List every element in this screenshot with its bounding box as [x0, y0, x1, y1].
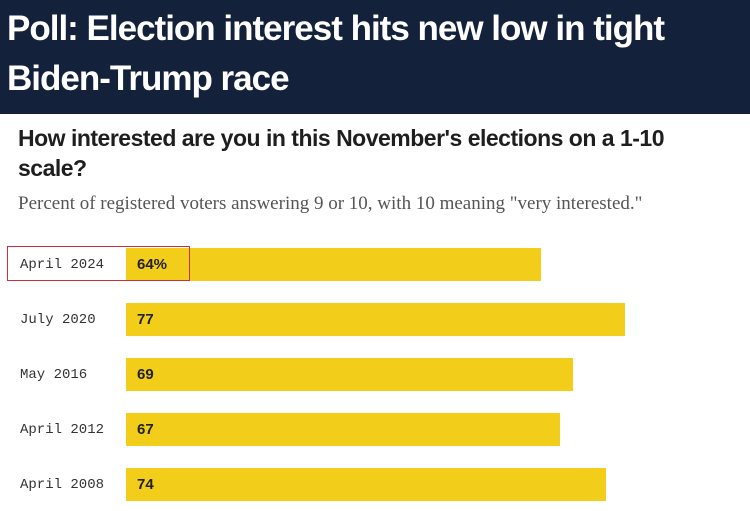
- highlight-box: [7, 246, 190, 281]
- category-label: April 2008: [20, 477, 105, 493]
- bar: [126, 303, 625, 336]
- chart-subtitle: Percent of registered voters answering 9…: [18, 193, 643, 214]
- value-label: 67: [137, 421, 154, 438]
- bar: [126, 413, 560, 446]
- value-label: 77: [137, 311, 154, 328]
- bar: [126, 248, 541, 281]
- headline: Poll: Election interest hits new low in …: [7, 9, 665, 98]
- category-label: May 2016: [20, 367, 88, 383]
- headline-banner: Poll: Election interest hits new low in …: [0, 0, 750, 114]
- value-label: 69: [137, 366, 154, 383]
- category-label: April 2024: [20, 257, 105, 273]
- bar: [126, 468, 606, 501]
- value-label: 64%: [137, 256, 168, 273]
- chart-title: How interested are you in this November'…: [18, 125, 665, 181]
- category-label: July 2020: [20, 312, 96, 328]
- category-label: April 2012: [20, 422, 105, 438]
- value-label: 74: [137, 476, 154, 493]
- bar: [126, 358, 573, 391]
